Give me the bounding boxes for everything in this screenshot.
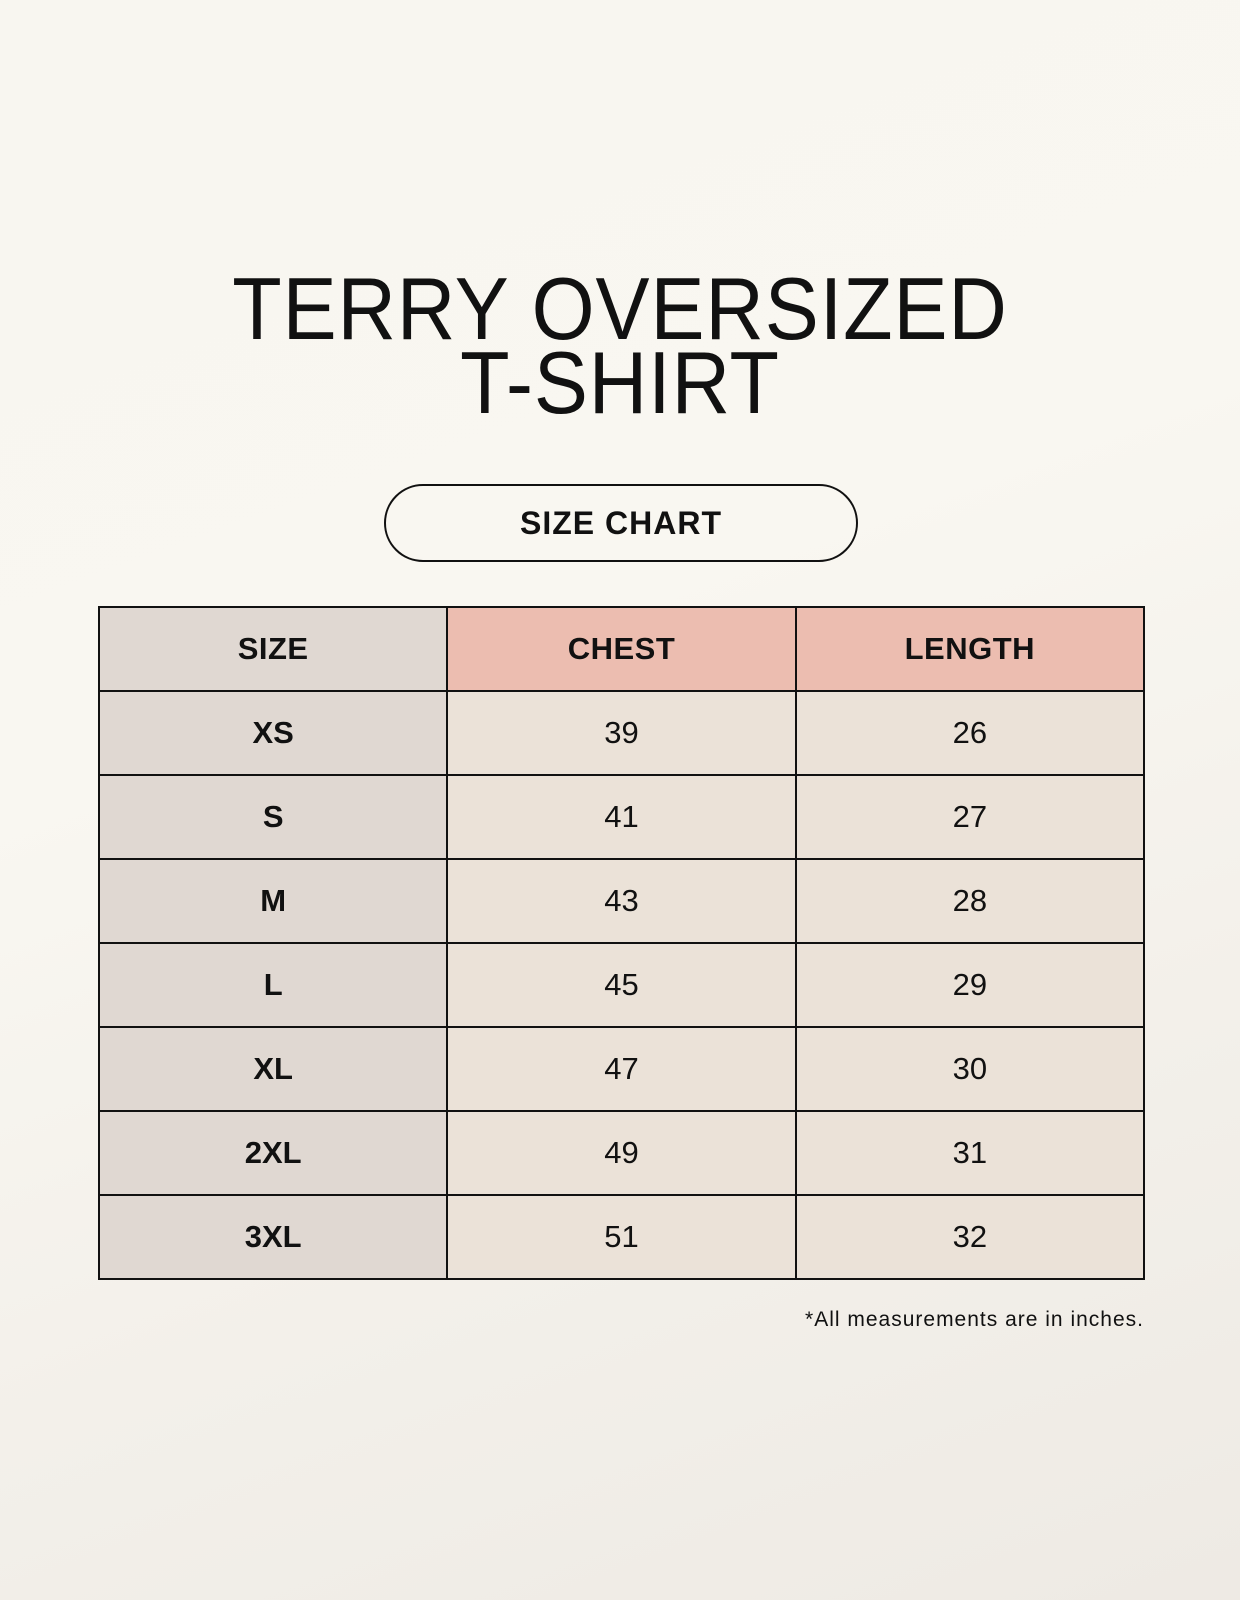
table-row: L 45 29 bbox=[97, 942, 1146, 1028]
cell-chest: 39 bbox=[446, 690, 797, 776]
table-row: XS 39 26 bbox=[97, 690, 1146, 776]
cell-length: 29 bbox=[794, 942, 1146, 1028]
table-row: 3XL 51 32 bbox=[97, 1194, 1146, 1280]
header-length: LENGTH bbox=[794, 606, 1146, 692]
title-line-1: TERRY OVERSIZED bbox=[232, 259, 1008, 358]
cell-size: XL bbox=[97, 1026, 449, 1112]
table-row: S 41 27 bbox=[97, 774, 1146, 860]
table-row: 2XL 49 31 bbox=[97, 1110, 1146, 1196]
cell-length: 26 bbox=[794, 690, 1146, 776]
cell-size: XS bbox=[97, 690, 449, 776]
size-chart-badge: SIZE CHART bbox=[384, 484, 858, 562]
table-row: M 43 28 bbox=[97, 858, 1146, 944]
cell-size: L bbox=[97, 942, 449, 1028]
footnote: *All measurements are in inches. bbox=[805, 1308, 1144, 1331]
cell-chest: 51 bbox=[446, 1194, 797, 1280]
cell-size: M bbox=[97, 858, 449, 944]
cell-length: 30 bbox=[794, 1026, 1146, 1112]
cell-chest: 43 bbox=[446, 858, 797, 944]
cell-chest: 47 bbox=[446, 1026, 797, 1112]
cell-size: 2XL bbox=[97, 1110, 449, 1196]
cell-length: 31 bbox=[794, 1110, 1146, 1196]
cell-length: 32 bbox=[794, 1194, 1146, 1280]
cell-size: 3XL bbox=[97, 1194, 449, 1280]
cell-chest: 49 bbox=[446, 1110, 797, 1196]
size-table: SIZE CHEST LENGTH XS 39 26 S 41 27 M 43 28 L 45 29 X… bbox=[97, 606, 1146, 1280]
header-chest: CHEST bbox=[446, 606, 797, 692]
table-header-row: SIZE CHEST LENGTH bbox=[97, 606, 1146, 692]
cell-size: S bbox=[97, 774, 449, 860]
header-size: SIZE bbox=[97, 606, 449, 692]
table-row: XL 47 30 bbox=[97, 1026, 1146, 1112]
page-title: TERRY OVERSIZED T-SHIRT bbox=[50, 259, 1191, 432]
cell-chest: 41 bbox=[446, 774, 797, 860]
cell-chest: 45 bbox=[446, 942, 797, 1028]
cell-length: 28 bbox=[794, 858, 1146, 944]
title-line-2: T-SHIRT bbox=[460, 333, 780, 432]
cell-length: 27 bbox=[794, 774, 1146, 860]
